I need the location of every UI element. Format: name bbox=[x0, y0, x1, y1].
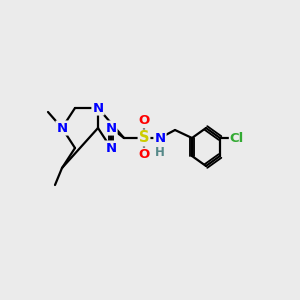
Text: O: O bbox=[138, 115, 150, 128]
Text: Cl: Cl bbox=[230, 131, 244, 145]
Text: H: H bbox=[155, 146, 165, 158]
Text: O: O bbox=[138, 148, 150, 161]
Text: S: S bbox=[139, 130, 149, 146]
Text: N: N bbox=[105, 142, 117, 154]
Text: N: N bbox=[56, 122, 68, 134]
Text: N: N bbox=[154, 131, 166, 145]
Text: N: N bbox=[105, 122, 117, 134]
Text: N: N bbox=[92, 101, 104, 115]
